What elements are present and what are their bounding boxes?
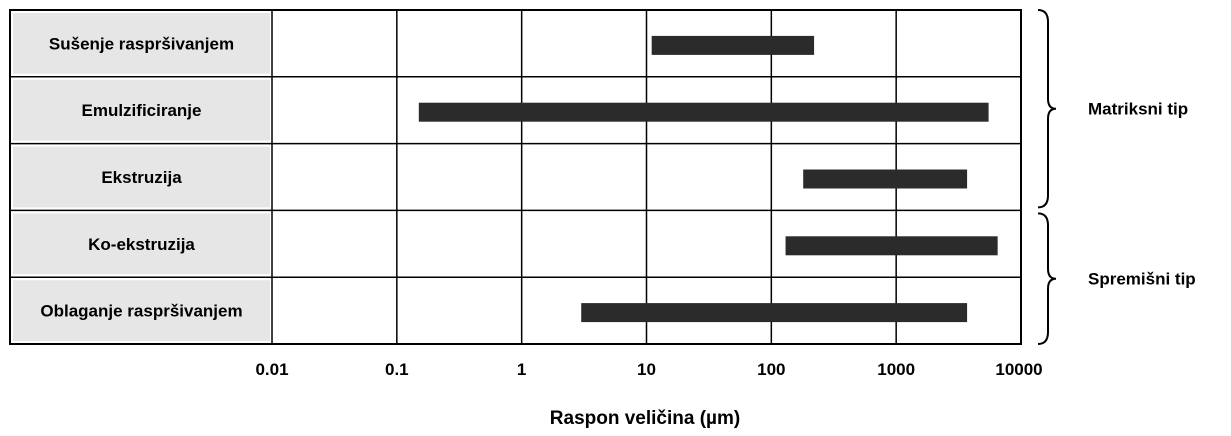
category-label-box — [13, 13, 270, 74]
range-bar — [651, 35, 815, 55]
group-brace — [1037, 9, 1057, 209]
range-bar — [418, 102, 989, 122]
category-label: Emulzificiranje — [82, 101, 202, 120]
category-label: Oblaganje raspršivanjem — [40, 302, 242, 321]
x-tick-labels: 0.01 0.1 1 10 100 1000 10000 — [255, 360, 1042, 379]
group-brace — [1037, 212, 1057, 345]
x-tick-label: 1 — [517, 360, 526, 379]
category-label: Ekstruzija — [101, 168, 182, 187]
x-tick-label: 1000 — [877, 360, 915, 379]
category-label-box — [13, 146, 270, 208]
x-tick-label: 0.01 — [255, 360, 288, 379]
category-label-box — [13, 280, 270, 341]
x-tick-label: 10 — [637, 360, 656, 379]
category-label-boxes — [13, 13, 270, 341]
x-tick-label: 0.1 — [385, 360, 409, 379]
x-tick-label: 10000 — [995, 360, 1042, 379]
category-labels: Sušenje raspršivanjem Emulzificiranje Ekst… — [40, 34, 242, 320]
category-label: Sušenje raspršivanjem — [49, 34, 234, 53]
range-bar — [785, 236, 998, 256]
plot-frame — [9, 9, 1022, 345]
category-label: Ko-ekstruzija — [88, 235, 195, 254]
group-label: Matriksni tip — [1088, 100, 1188, 119]
x-tick-label: 100 — [757, 360, 785, 379]
group-label: Spremišni tip — [1088, 270, 1196, 289]
range-bar — [803, 169, 968, 189]
range-bars — [418, 35, 998, 323]
x-axis-title: Raspon veličina (µm) — [550, 408, 740, 429]
range-bar — [581, 303, 968, 323]
category-label-box — [13, 79, 270, 141]
group-braces: Matriksni tip Spremišni tip — [1037, 9, 1196, 345]
category-label-box — [13, 213, 270, 275]
